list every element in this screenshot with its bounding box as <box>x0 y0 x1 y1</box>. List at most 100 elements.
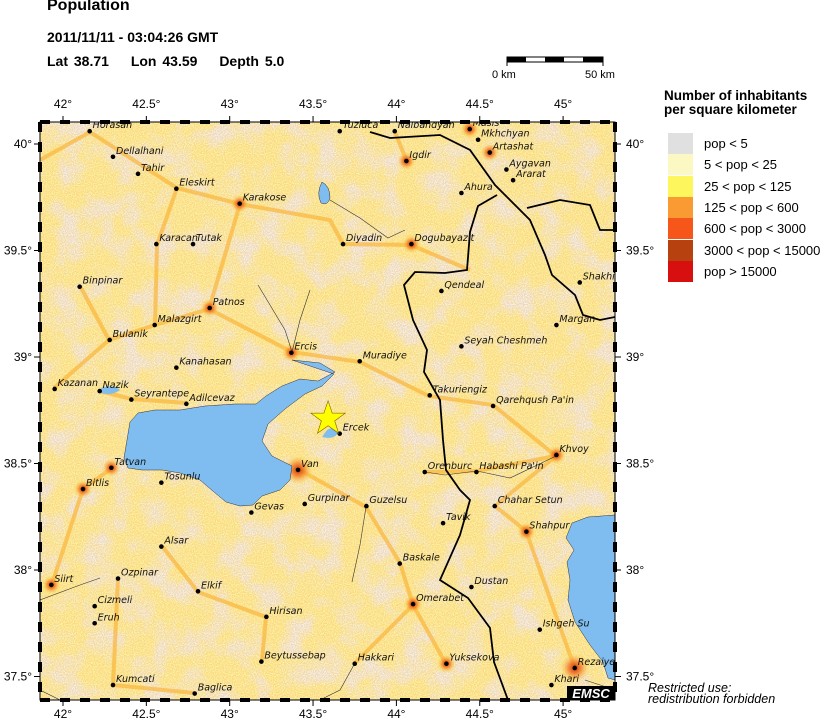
rivers <box>40 199 615 700</box>
map-title: Population <box>47 0 130 14</box>
city-label: Cizmeli <box>98 595 133 606</box>
city-label: Hakkari <box>358 653 395 664</box>
city-label: Ercis <box>294 342 317 353</box>
city-label: Tavik <box>446 512 471 523</box>
city-label: Ercek <box>343 423 370 434</box>
city-label: Ararat <box>515 169 547 180</box>
city-dot <box>549 682 554 688</box>
city-label: Beytussebap <box>264 651 325 662</box>
city-label: Kanahasan <box>179 357 231 368</box>
city-label: Orenburc <box>428 461 473 472</box>
city-label: Bulanik <box>113 329 149 340</box>
city-dot <box>52 386 57 392</box>
city-label: Patnos <box>213 297 245 308</box>
lon-tick-label: 42.5° <box>132 97 160 111</box>
city-dot <box>302 501 308 507</box>
city-label: Baskale <box>403 553 440 564</box>
city-dot <box>409 241 414 247</box>
city-dot <box>97 388 102 394</box>
city-label: Siirt <box>54 574 74 585</box>
city-label: Tatvan <box>114 457 146 468</box>
city-dot <box>192 691 197 696</box>
city-markers: Horasan Dellalhani Tahir Eleskirt Karakose Ka… <box>49 118 615 696</box>
legend-label: 5 < pop < 25 <box>704 157 778 173</box>
map-frame <box>38 120 617 702</box>
city-label: Masis <box>473 118 500 129</box>
map-area: Horasan Dellalhani Tahir Eleskirt Karakose Ka… <box>40 118 615 700</box>
city-label: Malazgirt <box>158 314 203 325</box>
city-label: Mkhchyan <box>481 129 529 140</box>
city-dot <box>467 126 473 132</box>
city-label: Dogubayazit <box>414 233 475 244</box>
lake-ercek <box>322 428 338 438</box>
city-label: Chahar Setun <box>498 495 563 506</box>
city-label: Margan <box>559 314 595 325</box>
international-borders <box>369 131 615 700</box>
legend-swatch <box>668 133 693 154</box>
city-dot <box>92 603 97 609</box>
city-dot <box>410 601 416 607</box>
city-label: Khvoy <box>559 444 589 455</box>
city-label: Dustan <box>474 576 508 587</box>
city-dot <box>427 393 433 398</box>
scale-end-label: 50 km <box>585 69 615 81</box>
lat-tick-label: 38° <box>14 563 32 577</box>
lon-tick-label: 44.5° <box>466 97 494 111</box>
city-dot <box>109 465 114 471</box>
lat-tick-label: 38° <box>626 563 644 577</box>
city-dot <box>554 452 559 458</box>
legend-item: 3000 < pop < 15000 <box>668 239 820 261</box>
city-dot <box>439 288 444 294</box>
city-dot <box>159 480 164 485</box>
city-dot <box>459 190 464 196</box>
restriction-line2: redistribution forbidden <box>648 692 776 706</box>
city-label: Bitlis <box>86 478 109 489</box>
city-label: Diyadin <box>346 233 382 244</box>
lat-tick-label: 39.5° <box>626 244 654 258</box>
city-label: Ishgeh Su <box>543 619 590 630</box>
axis-ticks: 42° 42° 42.5° 42.5° 43° 43° 43.5° 43.5° 44° 44° 44… <box>4 97 655 721</box>
city-label: Adilcevaz <box>188 393 235 404</box>
city-label: Yuksekova <box>449 653 499 664</box>
city-dot <box>554 322 559 328</box>
city-label: Seyrantepe <box>134 389 189 400</box>
city-dot <box>237 201 243 206</box>
city-label: Dellalhani <box>116 146 164 157</box>
city-dot <box>490 403 496 409</box>
city-dot <box>444 661 449 667</box>
scale-start-label: 0 km <box>492 69 516 81</box>
lon-tick-label: 45° <box>554 707 572 721</box>
city-dot <box>87 128 92 134</box>
city-dot <box>207 305 212 311</box>
city-dot <box>49 582 54 588</box>
city-dot <box>115 576 121 581</box>
lon-tick-label: 42° <box>54 97 72 111</box>
city-label: Ozpinar <box>121 568 159 579</box>
city-dot <box>190 241 196 247</box>
city-dot <box>422 469 428 475</box>
city-dot <box>340 241 346 247</box>
city-label: Qarehqush Pa'in <box>496 395 574 406</box>
lake-urmia <box>565 514 615 681</box>
city-dot <box>459 344 464 349</box>
city-dot <box>152 322 157 328</box>
event-lon: Lon 43.59 <box>130 53 198 69</box>
city-label: Alsar <box>163 536 189 547</box>
city-label: Ahura <box>463 182 492 193</box>
legend-item: pop < 5 <box>668 133 748 154</box>
city-dot <box>404 158 409 164</box>
city-label: Habashi Pa'in <box>479 461 543 472</box>
city-dot <box>92 620 97 626</box>
city-dot <box>357 358 363 364</box>
city-dot <box>469 584 474 590</box>
legend-swatch <box>668 154 693 176</box>
legend-swatch <box>668 239 693 261</box>
city-dot <box>107 337 112 343</box>
legend-swatch <box>668 175 693 197</box>
lon-tick-label: 43.5° <box>299 707 327 721</box>
city-dot <box>474 469 479 475</box>
city-label: Van <box>301 459 319 470</box>
city-dot <box>392 128 398 134</box>
city-label: Takuriengiz <box>433 384 488 395</box>
